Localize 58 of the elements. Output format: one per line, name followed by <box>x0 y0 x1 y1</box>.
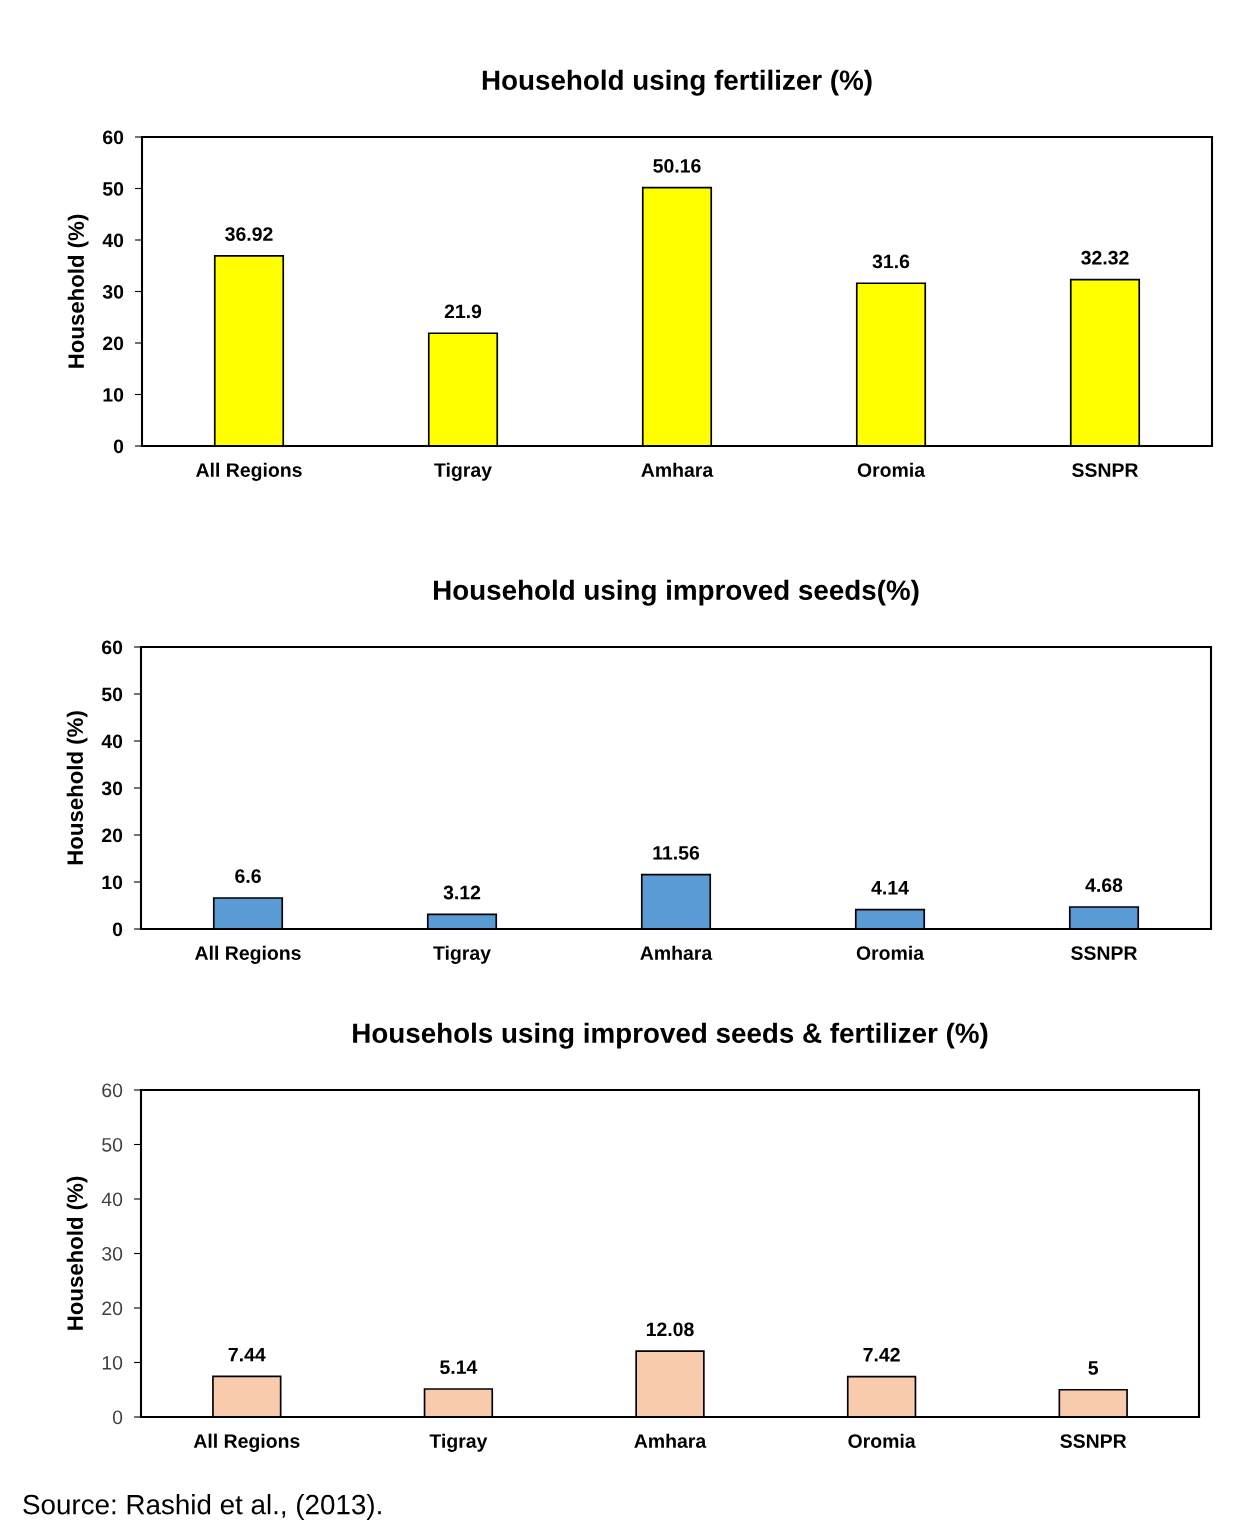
chart-title: Household using fertilizer (%) <box>482 69 872 96</box>
x-tick-label: Amhara <box>641 462 714 477</box>
x-tick-label: Tigray <box>434 462 492 481</box>
chart-title: Household using improved seeds(%) <box>434 579 919 606</box>
y-tick-label: 0 <box>113 439 124 454</box>
y-tick-label: 0 <box>112 922 123 937</box>
data-label: 6.6 <box>235 869 261 884</box>
data-label: 4.68 <box>1085 878 1123 893</box>
y-tick-label: 10 <box>102 1355 123 1370</box>
source-note: Source: Rashid et al., (2013). <box>23 1494 381 1520</box>
y-tick-label: 40 <box>102 233 124 248</box>
data-label: 5 <box>1088 1361 1099 1375</box>
y-tick-label: 10 <box>103 387 124 402</box>
x-tick-label: Oromia <box>848 1433 916 1448</box>
x-tick-label: Amhara <box>640 945 713 960</box>
data-label: 21.9 <box>444 304 482 319</box>
data-label: 31.6 <box>872 254 910 269</box>
x-tick-label: SSNPR <box>1072 463 1139 477</box>
data-label: 50.16 <box>653 158 701 173</box>
y-tick-label: 40 <box>101 1192 123 1207</box>
y-tick-label: 60 <box>102 1083 123 1098</box>
y-tick-label: 30 <box>102 1246 123 1261</box>
x-tick-label: Tigray <box>433 945 491 964</box>
y-tick-label: 20 <box>101 828 123 843</box>
data-label: 3.12 <box>443 885 481 900</box>
data-label: 5.14 <box>440 1360 478 1375</box>
x-tick-label: Amhara <box>634 1433 707 1448</box>
x-tick-label: SSNPR <box>1071 946 1138 960</box>
y-tick-label: 30 <box>101 781 123 796</box>
x-tick-label: Oromia <box>857 462 926 477</box>
data-label: 12.08 <box>646 1322 694 1337</box>
data-label: 36.92 <box>225 227 273 241</box>
data-label: 7.42 <box>863 1347 900 1362</box>
y-tick-label: 10 <box>102 875 123 890</box>
x-tick-label: Tigray <box>429 1433 488 1452</box>
y-axis-title: Household (%) <box>66 1176 88 1330</box>
data-label: 7.44 <box>228 1347 266 1362</box>
y-tick-label: 20 <box>102 1301 123 1316</box>
x-tick-label: All Regions <box>195 945 301 964</box>
y-tick-label: 50 <box>102 181 124 196</box>
y-tick-label: 60 <box>103 130 124 145</box>
y-tick-label: 0 <box>112 1410 123 1425</box>
x-tick-label: All Regions <box>196 462 302 481</box>
data-label: 32.32 <box>1081 250 1129 265</box>
x-tick-label: All Regions <box>193 1433 300 1452</box>
y-tick-label: 50 <box>102 1137 123 1152</box>
chart-title: Househols using improved seeds & fertilizer (%) <box>353 1022 988 1049</box>
y-tick-label: 20 <box>102 336 124 351</box>
x-tick-label: SSNPR <box>1060 1434 1127 1448</box>
y-tick-label: 60 <box>102 640 123 655</box>
x-tick-label: Oromia <box>856 945 925 960</box>
y-axis-title: Household (%) <box>66 711 88 865</box>
y-tick-label: 50 <box>101 687 123 702</box>
data-label: 11.56 <box>653 845 700 860</box>
data-label: 4.14 <box>871 881 909 895</box>
y-tick-label: 40 <box>101 734 123 749</box>
y-tick-label: 30 <box>102 284 124 299</box>
y-axis-title: Household (%) <box>67 214 89 368</box>
